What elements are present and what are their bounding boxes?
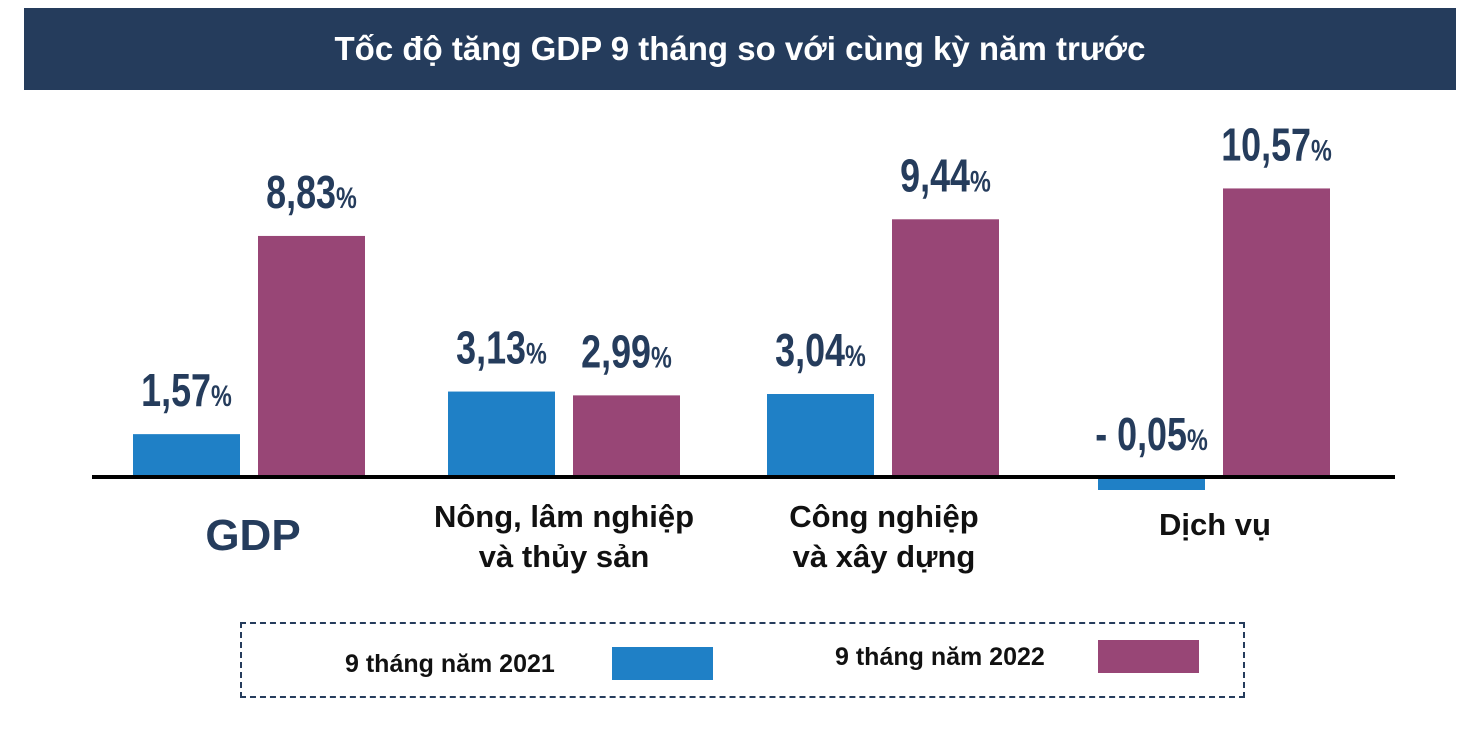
chart-title: Tốc độ tăng GDP 9 tháng so với cùng kỳ n… — [334, 30, 1146, 67]
category-label-1-1: và thủy sản — [479, 539, 650, 574]
legend — [240, 622, 1245, 698]
category-label-0-0: GDP — [205, 511, 300, 560]
category-label-2-0: Công nghiệp — [789, 499, 978, 534]
bar-1-2 — [892, 219, 999, 477]
data-label-1-2: 9,44% — [900, 150, 991, 201]
legend-label-2021: 9 tháng năm 2021 — [345, 650, 555, 678]
bar-0-3 — [1098, 477, 1205, 490]
data-label-0-0: 1,57% — [141, 365, 232, 416]
legend-swatch-2022 — [1098, 640, 1199, 673]
data-label-0-3: - 0,05% — [1095, 409, 1208, 460]
bar-0-1 — [448, 391, 555, 477]
data-label-0-2: 3,04% — [775, 325, 866, 376]
data-label-1-3: 10,57% — [1221, 119, 1332, 170]
legend-label-2022: 9 tháng năm 2022 — [835, 643, 1045, 671]
category-label-3-0: Dịch vụ — [1159, 507, 1271, 542]
bar-1-1 — [573, 395, 680, 477]
legend-swatch-2021 — [612, 647, 713, 680]
category-label-2-1: và xây dựng — [793, 539, 976, 574]
bar-1-0 — [258, 235, 365, 477]
bar-1-3 — [1223, 188, 1330, 477]
bar-0-0 — [133, 434, 240, 477]
data-label-0-1: 3,13% — [456, 322, 547, 373]
data-label-1-1: 2,99% — [581, 326, 672, 377]
chart-title-bar: Tốc độ tăng GDP 9 tháng so với cùng kỳ n… — [24, 8, 1456, 90]
data-label-1-0: 8,83% — [266, 167, 357, 218]
category-label-1-0: Nông, lâm nghiệp — [434, 499, 694, 534]
bar-0-2 — [767, 394, 874, 477]
